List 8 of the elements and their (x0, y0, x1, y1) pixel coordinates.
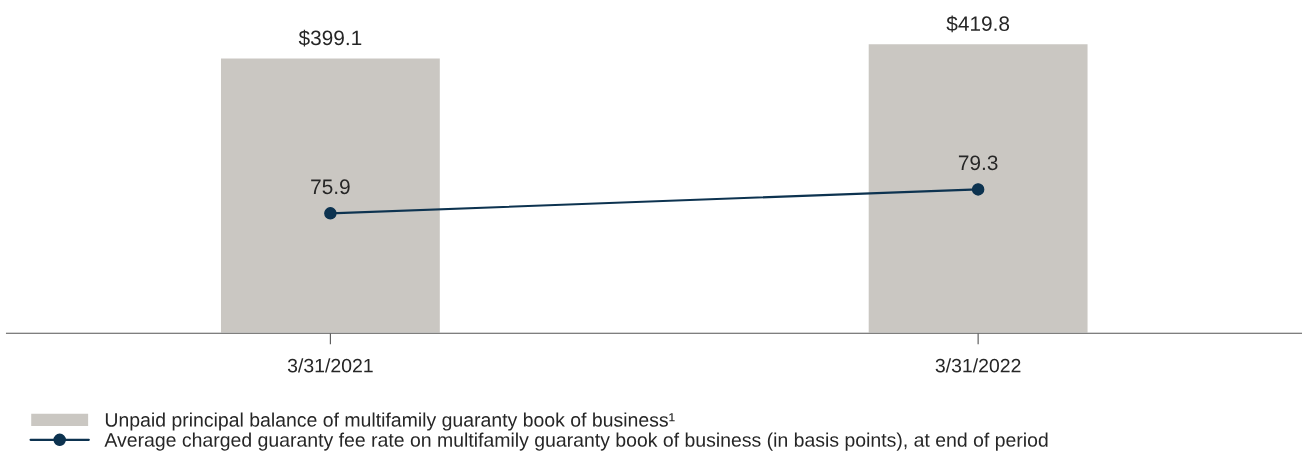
data-label: 79.3 (958, 155, 998, 171)
legend-label: Unpaid principal balance of multifamily guaranty book of business¹ (105, 412, 675, 431)
data-label: 75.9 (311, 179, 350, 195)
legend-label: Average charged guaranty fee rate on multifamily guaranty book of business (in basis points), at end of period (104, 432, 1048, 451)
data-label: $399.1 (298, 29, 362, 47)
x-tick-label: 3/31/2021 (287, 358, 373, 373)
data-label: $419.8 (946, 15, 1010, 33)
x-tick-label: 3/31/2022 (935, 358, 1021, 373)
